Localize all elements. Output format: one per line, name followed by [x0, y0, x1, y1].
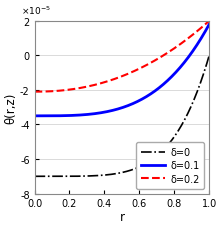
- δ=0: [116, 172, 119, 175]
- δ=0.2: [128, 73, 130, 75]
- δ=0: [128, 170, 130, 172]
- δ=0.2: [117, 77, 120, 79]
- X-axis label: r: r: [119, 210, 124, 223]
- δ=0.1: [137, 100, 140, 103]
- δ=0.1: [117, 108, 120, 111]
- Line: δ=0.1: δ=0.1: [34, 25, 209, 116]
- Legend: δ=0, δ=0.1, δ=0.2: δ=0, δ=0.1, δ=0.2: [136, 143, 204, 189]
- δ=0.1: [116, 108, 119, 111]
- δ=0.2: [176, 45, 179, 48]
- Y-axis label: θ(r,z): θ(r,z): [4, 92, 17, 123]
- δ=0: [204, 69, 206, 71]
- Text: $\times 10^{-5}$: $\times 10^{-5}$: [21, 4, 50, 17]
- Line: δ=0.2: δ=0.2: [34, 22, 209, 92]
- δ=0.1: [128, 104, 130, 107]
- δ=0.2: [116, 77, 119, 80]
- δ=0.2: [208, 20, 211, 23]
- δ=0.1: [204, 31, 206, 34]
- δ=0: [117, 172, 120, 175]
- δ=0: [176, 131, 179, 133]
- δ=0: [208, 55, 211, 57]
- Line: δ=0: δ=0: [34, 56, 209, 177]
- δ=0.2: [137, 68, 140, 71]
- δ=0.1: [208, 24, 211, 27]
- δ=0.1: [176, 69, 179, 72]
- δ=0.2: [204, 24, 206, 27]
- δ=0: [33, 175, 36, 178]
- δ=0: [137, 166, 140, 169]
- δ=0.1: [33, 115, 36, 118]
- δ=0.2: [33, 91, 36, 94]
